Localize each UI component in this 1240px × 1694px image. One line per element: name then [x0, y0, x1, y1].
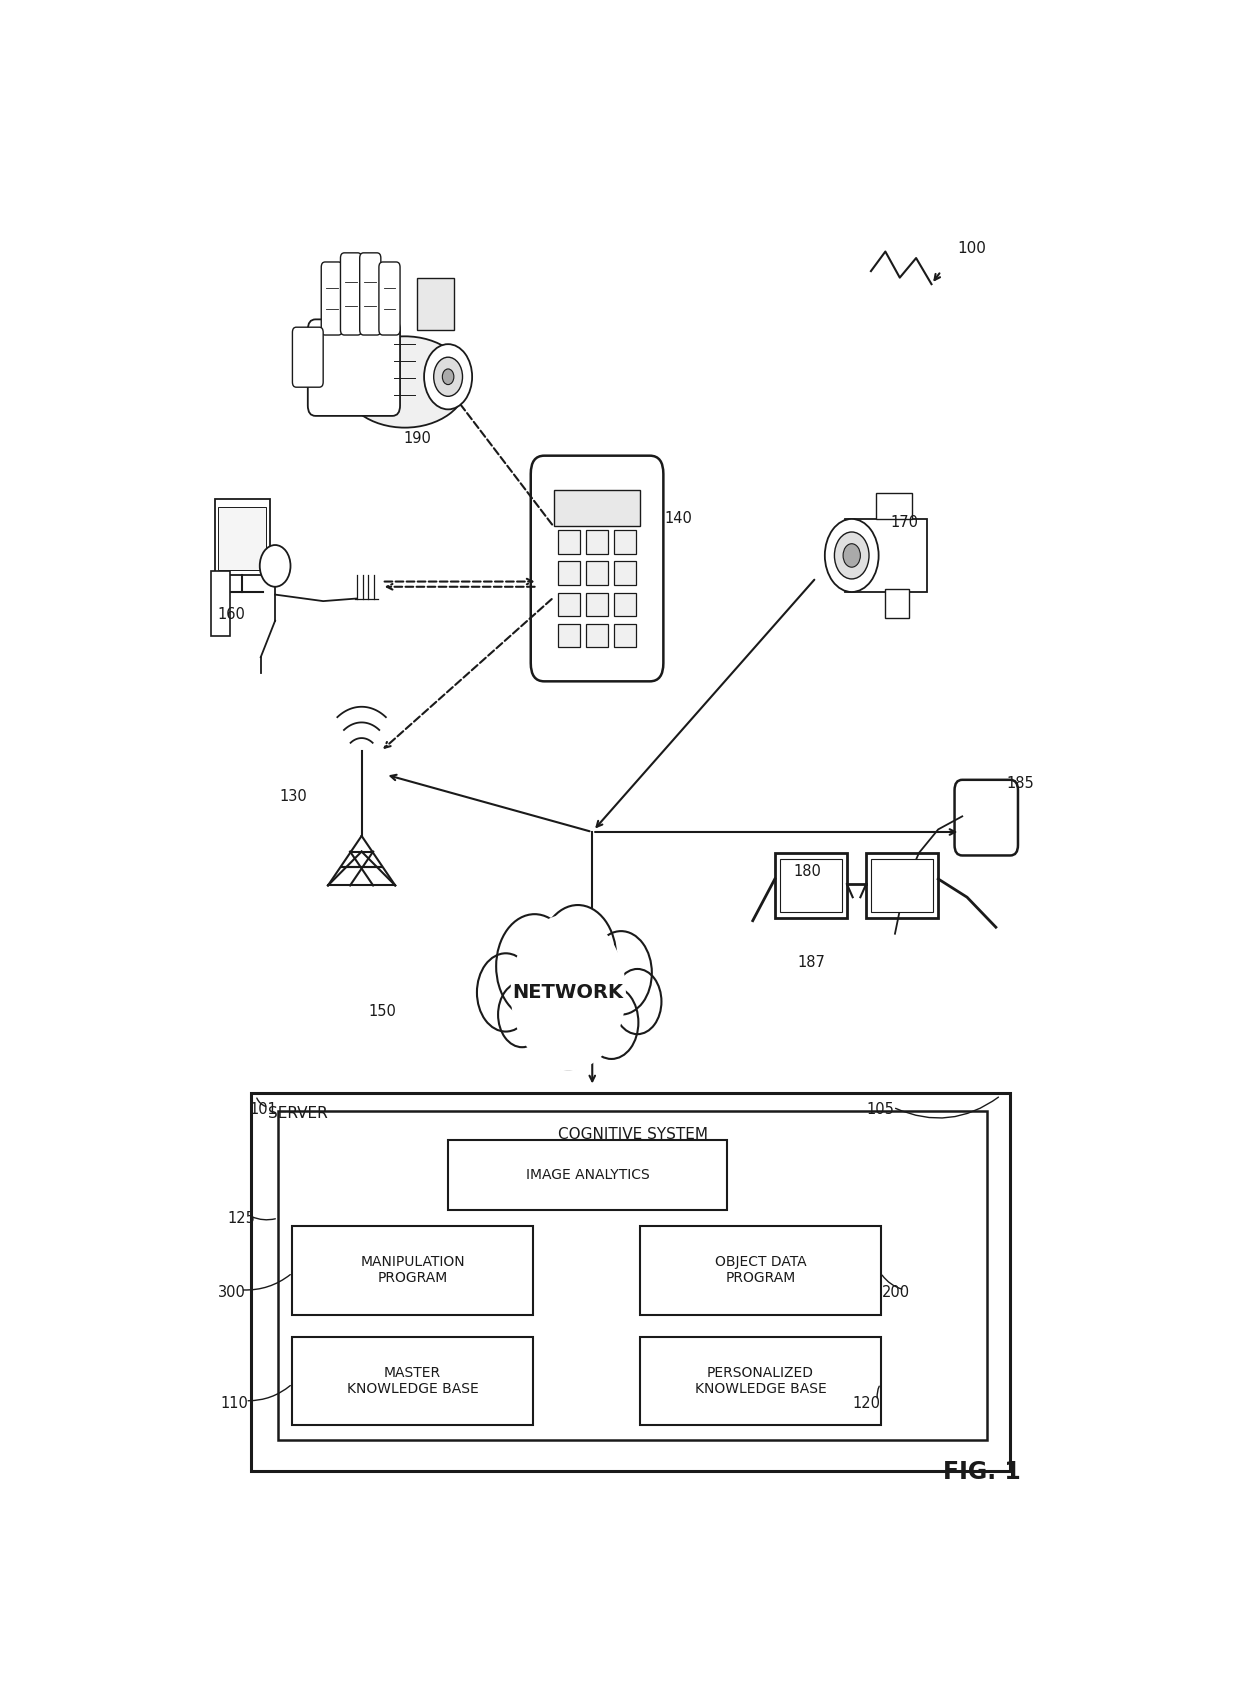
Text: NETWORK: NETWORK [512, 983, 624, 1001]
Circle shape [443, 369, 454, 385]
Bar [614, 623, 636, 647]
Bar [448, 1140, 727, 1210]
Bar [293, 1226, 533, 1315]
Bar [215, 500, 270, 574]
FancyBboxPatch shape [341, 252, 362, 335]
Bar [640, 1226, 880, 1315]
Bar [558, 561, 580, 584]
FancyBboxPatch shape [955, 779, 1018, 855]
Text: 170: 170 [890, 515, 918, 530]
Text: 180: 180 [794, 864, 821, 879]
Bar [587, 530, 608, 554]
FancyBboxPatch shape [308, 320, 401, 417]
Bar [293, 1337, 533, 1425]
Bar [211, 571, 229, 637]
Text: 101: 101 [249, 1103, 277, 1118]
Bar [278, 1111, 987, 1440]
Text: 110: 110 [221, 1396, 248, 1411]
Circle shape [590, 932, 652, 1015]
Circle shape [835, 532, 869, 579]
Text: 125: 125 [227, 1211, 255, 1225]
Text: FIG. 1: FIG. 1 [942, 1460, 1021, 1484]
Text: PERSONALIZED
KNOWLEDGE BASE: PERSONALIZED KNOWLEDGE BASE [694, 1365, 826, 1396]
Text: 187: 187 [797, 955, 825, 971]
Bar [587, 561, 608, 584]
Text: 100: 100 [957, 242, 986, 256]
Text: 185: 185 [1007, 776, 1034, 791]
Text: 160: 160 [217, 606, 246, 622]
Text: 150: 150 [368, 1005, 397, 1020]
Circle shape [584, 986, 639, 1059]
Text: 105: 105 [866, 1103, 894, 1118]
Bar [775, 852, 847, 918]
Text: 140: 140 [665, 512, 692, 527]
Circle shape [539, 905, 616, 1010]
Bar [844, 518, 926, 591]
FancyBboxPatch shape [321, 263, 342, 335]
Bar [587, 593, 608, 617]
Bar [587, 623, 608, 647]
FancyBboxPatch shape [360, 252, 381, 335]
Text: 300: 300 [217, 1286, 246, 1299]
Circle shape [843, 544, 861, 567]
Bar [614, 593, 636, 617]
Circle shape [496, 915, 573, 1018]
Bar [558, 530, 580, 554]
Text: IMAGE ANALYTICS: IMAGE ANALYTICS [526, 1169, 650, 1182]
Bar [250, 1093, 1011, 1470]
Text: COGNITIVE SYSTEM: COGNITIVE SYSTEM [558, 1127, 708, 1142]
Bar [640, 1337, 880, 1425]
Ellipse shape [342, 337, 467, 427]
Circle shape [259, 545, 290, 586]
Bar [614, 561, 636, 584]
Bar [418, 278, 454, 330]
Circle shape [424, 344, 472, 410]
FancyBboxPatch shape [379, 263, 401, 335]
Circle shape [614, 969, 661, 1033]
Text: MASTER
KNOWLEDGE BASE: MASTER KNOWLEDGE BASE [347, 1365, 479, 1396]
Text: MANIPULATION
PROGRAM: MANIPULATION PROGRAM [361, 1255, 465, 1286]
Bar [558, 593, 580, 617]
Bar [558, 623, 580, 647]
Circle shape [825, 518, 879, 591]
Bar [875, 493, 913, 518]
Text: 200: 200 [882, 1286, 910, 1299]
Bar [218, 507, 267, 569]
Bar [866, 852, 939, 918]
Bar [614, 530, 636, 554]
Bar [885, 590, 909, 618]
FancyBboxPatch shape [531, 456, 663, 681]
Bar [780, 859, 842, 911]
Circle shape [477, 954, 534, 1032]
Circle shape [537, 986, 599, 1069]
Circle shape [511, 915, 626, 1071]
Text: 130: 130 [280, 789, 308, 805]
Text: 190: 190 [403, 430, 430, 446]
Circle shape [498, 983, 546, 1047]
Bar [870, 859, 934, 911]
Text: OBJECT DATA
PROGRAM: OBJECT DATA PROGRAM [714, 1255, 806, 1286]
FancyBboxPatch shape [293, 327, 324, 388]
Circle shape [434, 357, 463, 396]
Text: 120: 120 [853, 1396, 880, 1411]
Bar [554, 490, 640, 527]
Text: SERVER: SERVER [268, 1106, 329, 1121]
